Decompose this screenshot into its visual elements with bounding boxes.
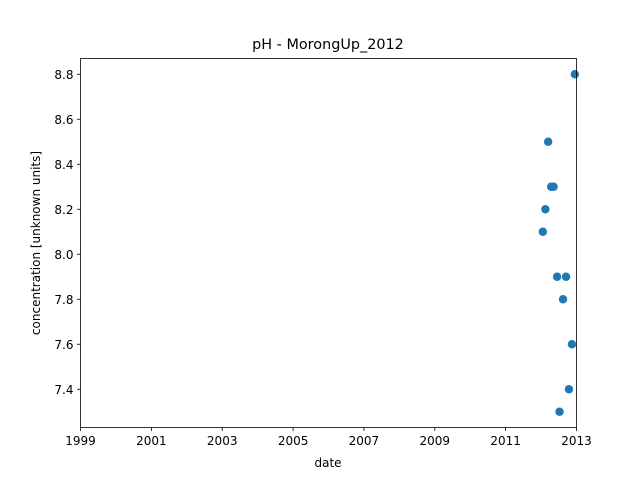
y-tick-label: 8.4 [54,158,73,172]
data-point [564,385,574,394]
data-point [561,272,571,281]
data-point [543,137,553,146]
data-point [570,70,580,79]
x-tick-label: 2011 [490,434,521,448]
y-tick-label: 8.0 [54,248,73,262]
data-point [555,407,564,416]
x-tick-label: 2013 [561,434,592,448]
chart-title: pH - MorongUp_2012 [252,37,404,53]
y-tick-label: 8.8 [54,68,73,82]
y-axis-ticks: 7.4 7.6 7.8 8.0 8.2 8.4 8.6 8.8 [54,68,81,397]
data-point [538,227,548,236]
x-tick-label: 1999 [65,434,96,448]
y-tick-label: 8.6 [54,113,73,127]
x-axis-label: date [314,456,341,470]
data-point [549,182,558,191]
y-tick-label: 8.2 [54,203,73,217]
y-tick-label: 7.4 [54,383,73,397]
data-point [558,295,568,304]
x-tick-label: 2003 [207,434,238,448]
data-point [541,205,550,214]
x-tick-label: 2007 [349,434,380,448]
plot-frame [80,58,577,428]
y-tick-label: 7.8 [54,293,73,307]
data-point [567,340,577,349]
x-tick-label: 2009 [420,434,451,448]
x-tick-label: 2001 [136,434,167,448]
plot-area [538,70,580,416]
x-axis-ticks: 1999 2001 2003 2005 2007 2009 2011 2013 [65,427,592,448]
data-point [552,272,562,281]
y-axis-label: concentration [unknown units] [29,151,43,335]
y-tick-label: 7.6 [54,338,73,352]
x-tick-label: 2005 [278,434,309,448]
